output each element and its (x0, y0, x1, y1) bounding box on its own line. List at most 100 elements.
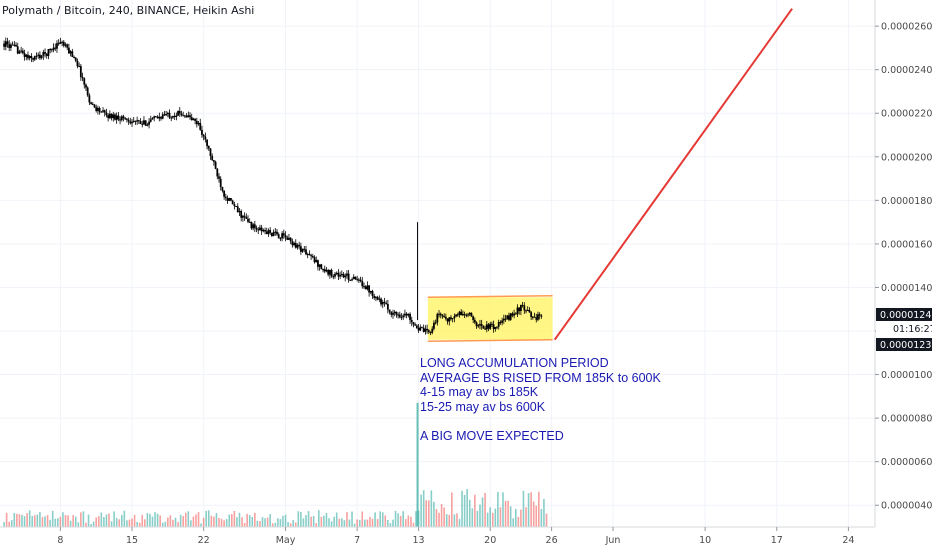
candle-body (496, 326, 498, 328)
candle-body (127, 119, 130, 122)
volume-bar (364, 519, 366, 527)
candle-body (163, 114, 166, 116)
volume-bar (517, 516, 520, 527)
candle-body (499, 322, 502, 324)
volume-bar (458, 518, 461, 527)
volume-bar (328, 518, 330, 527)
candle-body (45, 53, 48, 56)
candle-body (170, 117, 173, 119)
volume-bar (410, 516, 412, 527)
candle-body (8, 44, 11, 48)
volume-bar (113, 511, 115, 527)
lower-price-tag (876, 338, 932, 351)
annotation-line: LONG ACCUMULATION PERIOD (420, 356, 609, 370)
projection-line[interactable] (553, 8, 793, 341)
volume-bar (497, 491, 499, 527)
volume-bar (338, 518, 341, 527)
candle-body (502, 318, 505, 321)
volume-bar (59, 516, 62, 527)
time-axis[interactable]: 8 15 22 May 7 13 20 26 Jun 10 17 24 (57, 527, 854, 546)
candle-body (424, 328, 427, 332)
volume-bar (120, 514, 123, 527)
volume-bar (33, 515, 36, 527)
candle-body (202, 134, 205, 137)
volume-bar (264, 518, 266, 527)
candle-body (504, 318, 507, 320)
candle-body (337, 272, 340, 277)
volume-bar (330, 521, 333, 527)
candle-body (433, 322, 435, 329)
x-axis-tick-label: 26 (546, 535, 558, 546)
candle-body (122, 116, 125, 119)
volume-bar (5, 512, 8, 527)
candle-body (530, 312, 533, 317)
candle-body (296, 244, 299, 248)
candle-body (137, 120, 140, 122)
volume-bar (530, 492, 532, 527)
candle-body (407, 313, 410, 316)
volume-bar (115, 517, 118, 527)
candle-body (441, 315, 444, 317)
candle-body (375, 297, 377, 299)
candle-body (455, 314, 457, 317)
volume-bar (138, 522, 141, 527)
volume-bar (407, 515, 410, 527)
candle-body (363, 286, 365, 288)
candle-body (485, 324, 488, 330)
volume-bar (46, 515, 49, 527)
candle-body (173, 115, 176, 117)
volume-bar (397, 513, 399, 527)
candle-body (480, 324, 483, 327)
volume-bar (512, 518, 515, 527)
candle-body (74, 57, 77, 61)
candle-body (124, 118, 127, 120)
candle-body (47, 49, 50, 56)
x-axis-tick-label: 15 (126, 535, 138, 546)
candle-body (119, 119, 121, 121)
volume-bar (435, 509, 438, 527)
candle-body (253, 224, 256, 228)
candle-body (380, 298, 382, 305)
candle-body (467, 314, 469, 316)
volume-bar (18, 514, 21, 527)
volume-bar (26, 513, 28, 527)
volume-bar (312, 516, 315, 527)
candle-body (50, 49, 53, 51)
annotation-text[interactable]: LONG ACCUMULATION PERIOD AVERAGE BS RISE… (420, 356, 661, 443)
volume-bar (184, 512, 187, 527)
volume-bar-spike (416, 402, 419, 527)
volume-bar (379, 511, 381, 527)
candle-body (21, 50, 24, 54)
candle-body (25, 54, 28, 57)
volume-bar (333, 516, 335, 527)
candle-body (85, 84, 87, 88)
volume-bar (507, 500, 509, 527)
candle-body (383, 302, 386, 304)
candle-body (52, 47, 55, 50)
volume-bar (402, 511, 405, 527)
candle-body (303, 248, 306, 250)
volume-bar (233, 510, 236, 527)
candle-body (15, 44, 17, 47)
candle-body (259, 227, 261, 230)
candle-body (388, 309, 391, 312)
volume-bar (463, 494, 466, 527)
volume-bar (287, 522, 289, 527)
volume-bar (207, 510, 210, 527)
candle-body (10, 44, 12, 48)
candle-body (282, 233, 285, 236)
volume-bar (228, 514, 231, 527)
volume-bar (77, 522, 80, 527)
volume-bar (504, 500, 507, 527)
candle-body (376, 297, 379, 300)
volume-bar (174, 517, 177, 527)
candle-body (201, 129, 203, 135)
volume-bar (302, 518, 305, 527)
volume-bar (118, 519, 121, 527)
volume-bar (161, 522, 164, 527)
volume-bar (284, 514, 287, 527)
